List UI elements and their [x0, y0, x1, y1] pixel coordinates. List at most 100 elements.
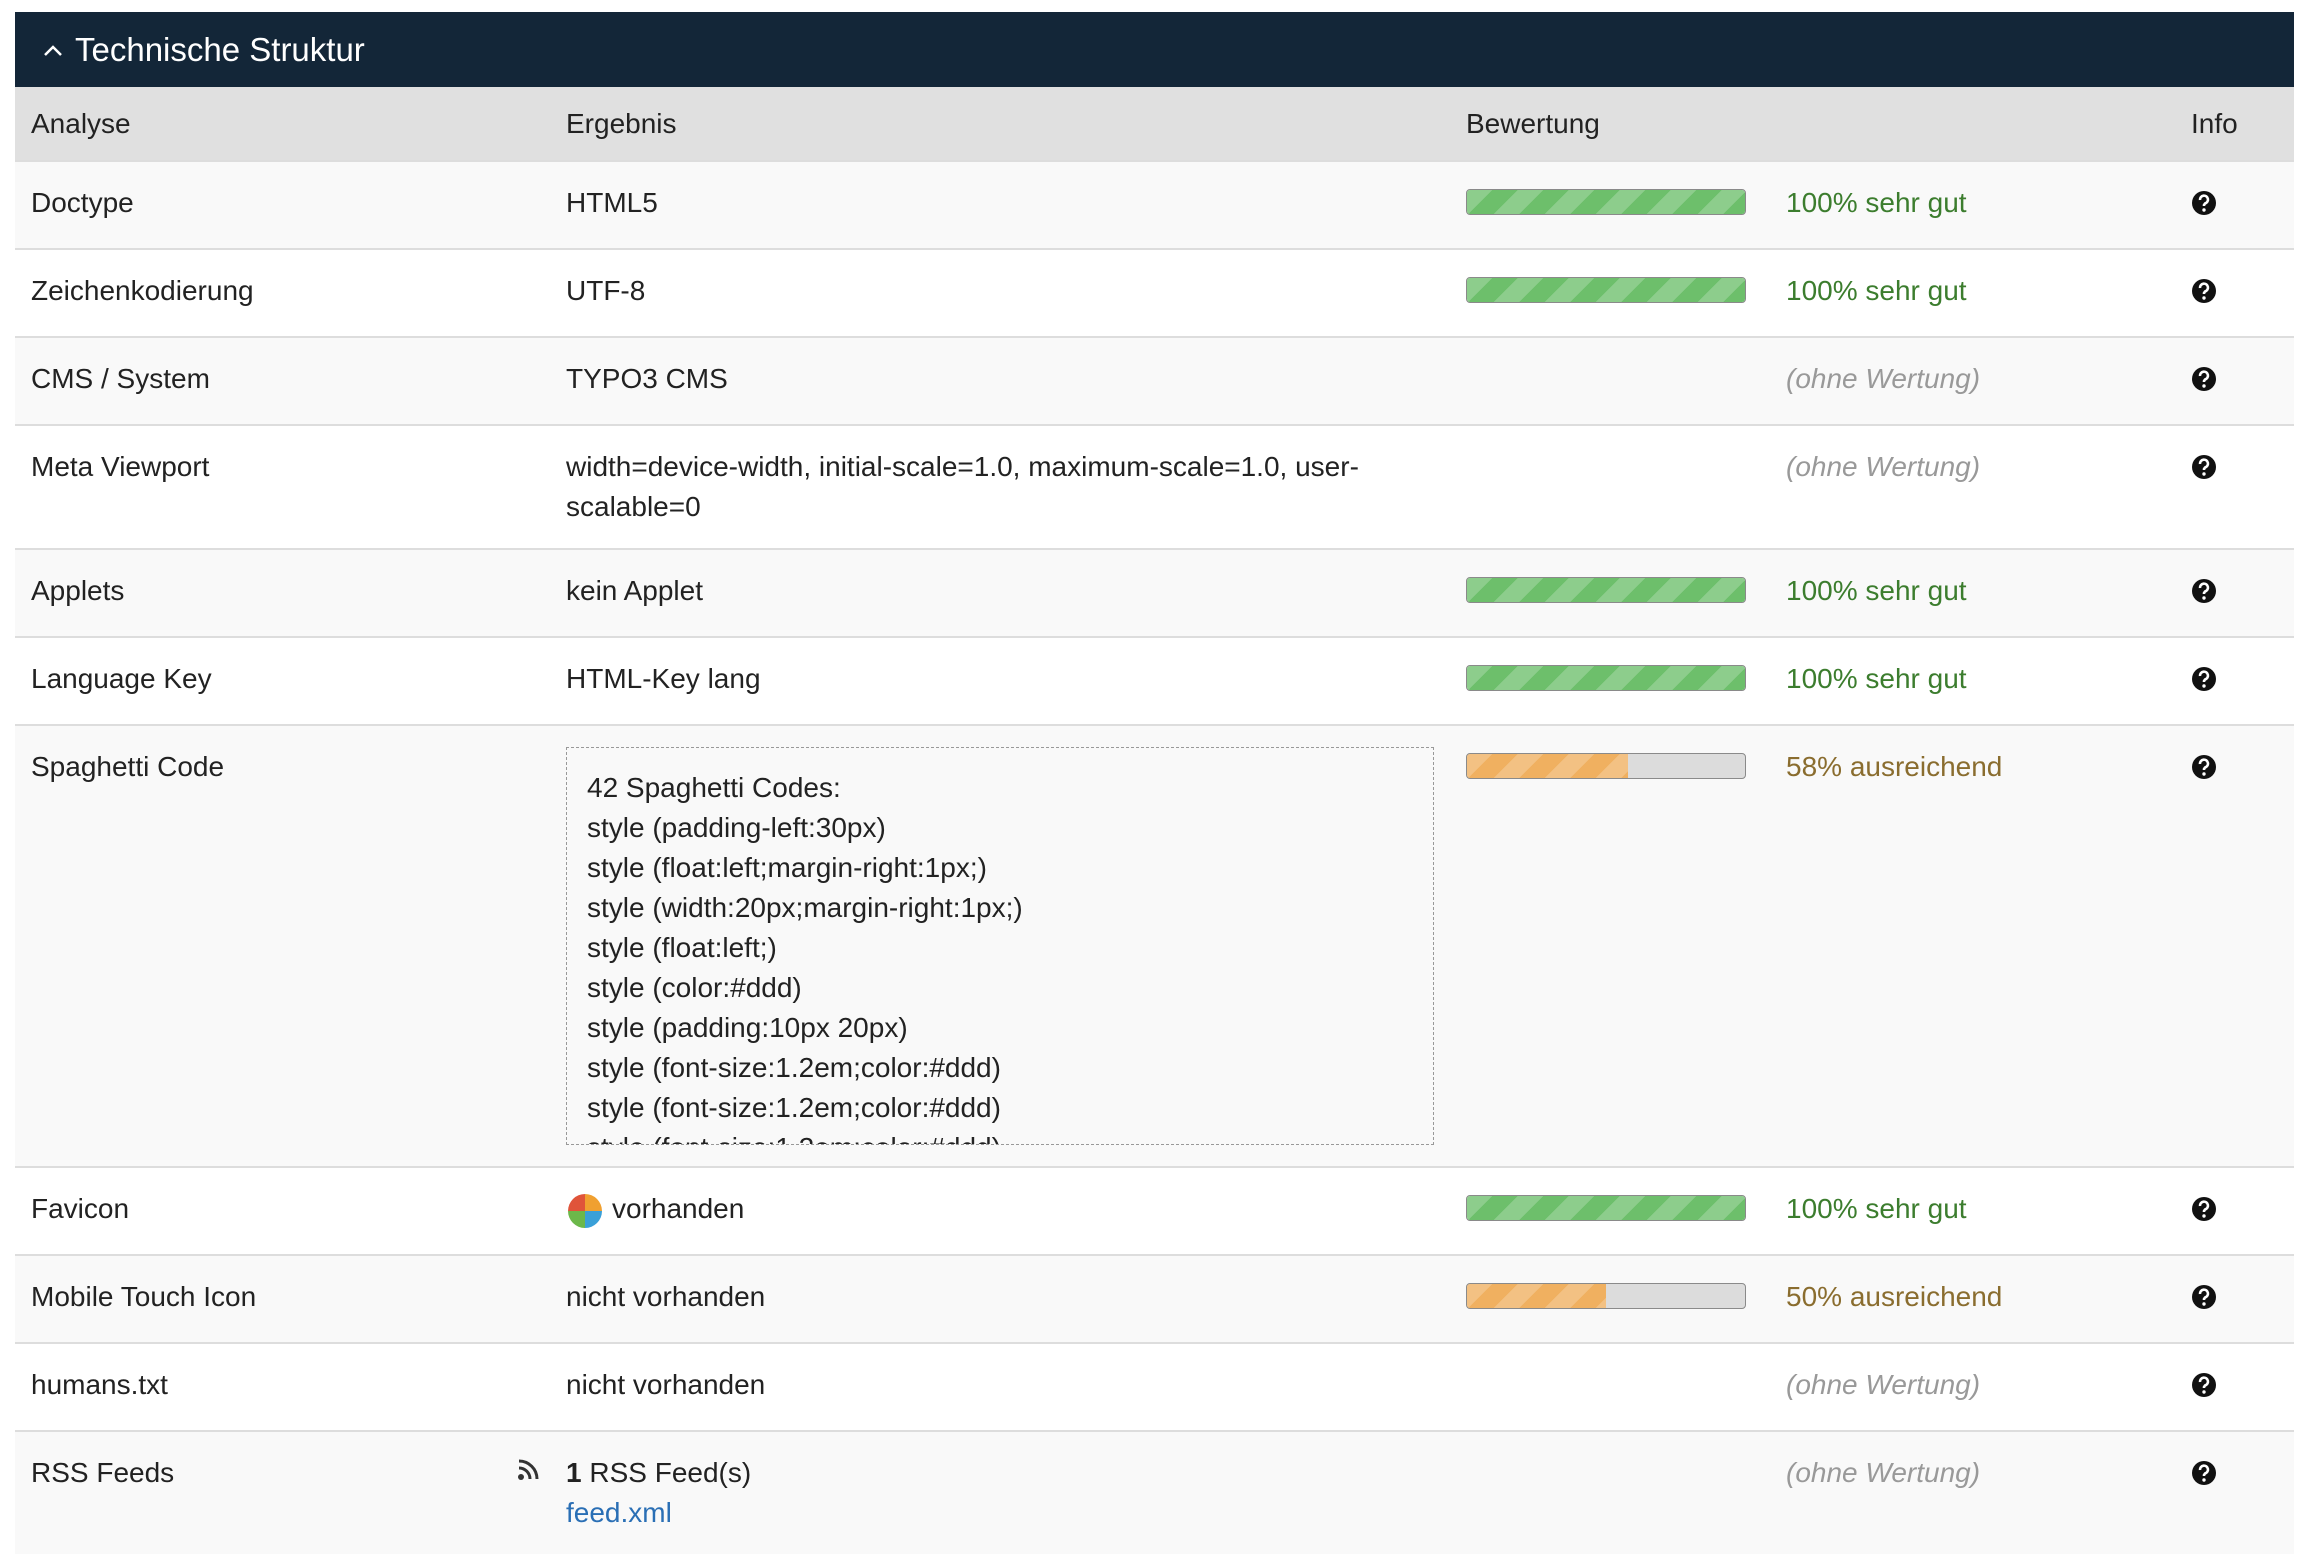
info-cell — [2175, 1431, 2294, 1554]
rating-text: (ohne Wertung) — [1786, 359, 1980, 399]
progress-fill — [1467, 190, 1745, 214]
info-icon[interactable] — [2191, 190, 2217, 216]
ergebnis-text: RSS Feed(s) — [589, 1457, 751, 1488]
info-cell — [2175, 425, 2294, 549]
feed-count: 1 — [566, 1457, 582, 1488]
info-icon[interactable] — [2191, 1196, 2217, 1222]
bewertung-cell: (ohne Wertung) — [1450, 425, 2175, 549]
analyse-cell: humans.txt — [15, 1343, 550, 1431]
bewertung: (ohne Wertung) — [1466, 359, 2175, 399]
table-row: Favicon vorhanden 100% sehr gut — [15, 1167, 2294, 1255]
analyse-cell: RSS Feeds — [15, 1431, 550, 1554]
info-icon[interactable] — [2191, 366, 2217, 392]
bewertung-cell: (ohne Wertung) — [1450, 337, 2175, 425]
ergebnis-cell: 42 Spaghetti Codes:style (padding-left:3… — [550, 725, 1450, 1167]
panel-title: Technische Struktur — [75, 31, 365, 69]
bewertung: (ohne Wertung) — [1466, 447, 2175, 487]
progress-bar — [1466, 1283, 1746, 1309]
info-icon[interactable] — [2191, 754, 2217, 780]
info-cell — [2175, 1255, 2294, 1343]
info-icon[interactable] — [2191, 666, 2217, 692]
table-row: DoctypeHTML5100% sehr gut — [15, 161, 2294, 249]
bewertung: (ohne Wertung) — [1466, 1453, 2175, 1493]
ergebnis-cell: kein Applet — [550, 549, 1450, 637]
ergebnis-cell: 1 RSS Feed(s) feed.xml — [550, 1431, 1450, 1554]
spaghetti-line: style (padding:10px 20px) — [587, 1008, 1413, 1048]
bewertung: 100% sehr gut — [1466, 271, 2175, 311]
info-icon[interactable] — [2191, 278, 2217, 304]
result-table: AnalyseErgebnisBewertungInfo DoctypeHTML… — [15, 87, 2294, 1554]
analyse-label: humans.txt — [31, 1369, 168, 1400]
analyse-label: RSS Feeds — [31, 1457, 174, 1488]
bewertung-cell: 100% sehr gut — [1450, 1167, 2175, 1255]
spaghetti-box: 42 Spaghetti Codes:style (padding-left:3… — [566, 747, 1434, 1145]
info-icon[interactable] — [2191, 1284, 2217, 1310]
table-row: Language KeyHTML-Key lang100% sehr gut — [15, 637, 2294, 725]
ergebnis-text: vorhanden — [612, 1193, 744, 1224]
analyse-label: Mobile Touch Icon — [31, 1281, 256, 1312]
info-icon[interactable] — [2191, 454, 2217, 480]
table-header: AnalyseErgebnisBewertungInfo — [15, 87, 2294, 161]
progress-bar — [1466, 189, 1746, 215]
ergebnis-text: nicht vorhanden — [566, 1369, 765, 1400]
progress-bar — [1466, 665, 1746, 691]
table-row: ZeichenkodierungUTF-8100% sehr gut — [15, 249, 2294, 337]
ergebnis-cell: UTF-8 — [550, 249, 1450, 337]
panel-header[interactable]: Technische Struktur — [15, 12, 2294, 87]
info-cell — [2175, 637, 2294, 725]
spaghetti-line: style (color:#ddd) — [587, 968, 1413, 1008]
bewertung-cell: 50% ausreichend — [1450, 1255, 2175, 1343]
analyse-cell: Favicon — [15, 1167, 550, 1255]
analyse-cell: Applets — [15, 549, 550, 637]
bewertung: 100% sehr gut — [1466, 183, 2175, 223]
bewertung: 58% ausreichend — [1466, 747, 2175, 787]
collapse-icon — [43, 43, 63, 57]
spaghetti-line: style (font-size:1.2em;color:#ddd) — [587, 1048, 1413, 1088]
progress-fill — [1467, 1284, 1606, 1308]
table-row: CMS / SystemTYPO3 CMS (ohne Wertung) — [15, 337, 2294, 425]
analyse-label: Favicon — [31, 1193, 129, 1224]
spaghetti-line: style (font-size:1.2em;color:#ddd) — [587, 1128, 1413, 1145]
rating-text: 58% ausreichend — [1786, 747, 2002, 787]
info-icon[interactable] — [2191, 1372, 2217, 1398]
bewertung-cell: 100% sehr gut — [1450, 161, 2175, 249]
analyse-cell: Spaghetti Code — [15, 725, 550, 1167]
spaghetti-line: style (width:20px;margin-right:1px;) — [587, 888, 1413, 928]
ergebnis-text: UTF-8 — [566, 275, 645, 306]
ergebnis-cell: vorhanden — [550, 1167, 1450, 1255]
ergebnis-text: nicht vorhanden — [566, 1281, 765, 1312]
spaghetti-line: 42 Spaghetti Codes: — [587, 768, 1413, 808]
progress-bar — [1466, 277, 1746, 303]
ergebnis-cell: nicht vorhanden — [550, 1343, 1450, 1431]
progress-bar — [1466, 1195, 1746, 1221]
analyse-cell: Meta Viewport — [15, 425, 550, 549]
bewertung-cell: 100% sehr gut — [1450, 249, 2175, 337]
info-icon[interactable] — [2191, 578, 2217, 604]
info-icon[interactable] — [2191, 1460, 2217, 1486]
column-header: Ergebnis — [550, 87, 1450, 161]
feed-link[interactable]: feed.xml — [566, 1497, 672, 1528]
spaghetti-line: style (float:left;) — [587, 928, 1413, 968]
spaghetti-line: style (padding-left:30px) — [587, 808, 1413, 848]
bewertung-cell: 58% ausreichend — [1450, 725, 2175, 1167]
ergebnis-cell: TYPO3 CMS — [550, 337, 1450, 425]
rss-icon — [516, 1458, 540, 1482]
analyse-cell: CMS / System — [15, 337, 550, 425]
column-header: Analyse — [15, 87, 550, 161]
analyse-cell: Language Key — [15, 637, 550, 725]
bewertung-cell: (ohne Wertung) — [1450, 1343, 2175, 1431]
progress-fill — [1467, 1196, 1745, 1220]
ergebnis-cell: width=device-width, initial-scale=1.0, m… — [550, 425, 1450, 549]
rating-text: (ohne Wertung) — [1786, 1453, 1980, 1493]
ergebnis-cell: HTML5 — [550, 161, 1450, 249]
table-row: Mobile Touch Icon nicht vorhanden 50% ausr… — [15, 1255, 2294, 1343]
ergebnis-text: kein Applet — [566, 575, 703, 606]
rating-text: 100% sehr gut — [1786, 1189, 1967, 1229]
bewertung: 100% sehr gut — [1466, 659, 2175, 699]
analyse-label: Meta Viewport — [31, 451, 209, 482]
spaghetti-line: style (font-size:1.2em;color:#ddd) — [587, 1088, 1413, 1128]
favicon-icon — [566, 1192, 604, 1230]
info-cell — [2175, 337, 2294, 425]
table-row: Appletskein Applet100% sehr gut — [15, 549, 2294, 637]
rating-text: 50% ausreichend — [1786, 1277, 2002, 1317]
